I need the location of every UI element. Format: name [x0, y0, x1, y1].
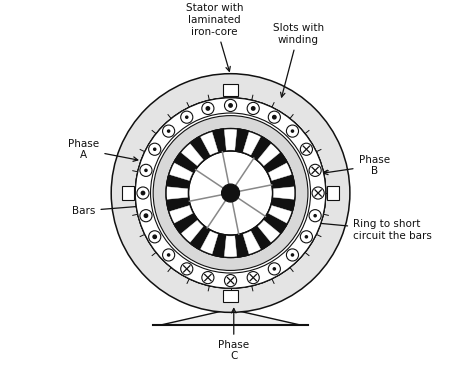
Circle shape — [225, 274, 237, 287]
Circle shape — [136, 98, 326, 288]
Circle shape — [314, 214, 316, 217]
Wedge shape — [258, 143, 281, 166]
Polygon shape — [160, 309, 301, 325]
Circle shape — [305, 236, 308, 238]
Polygon shape — [223, 290, 237, 302]
Wedge shape — [169, 206, 192, 223]
Circle shape — [136, 98, 326, 288]
Circle shape — [181, 263, 193, 275]
Wedge shape — [224, 236, 237, 258]
Circle shape — [268, 263, 281, 275]
Wedge shape — [273, 187, 295, 199]
Circle shape — [247, 102, 259, 115]
Circle shape — [301, 143, 312, 155]
Wedge shape — [269, 206, 292, 223]
Polygon shape — [122, 186, 134, 200]
Circle shape — [268, 111, 281, 123]
Circle shape — [202, 102, 214, 115]
Text: Phase
B: Phase B — [323, 155, 390, 176]
Wedge shape — [243, 131, 261, 155]
Circle shape — [286, 249, 299, 261]
Wedge shape — [224, 128, 237, 150]
Circle shape — [301, 231, 312, 243]
Circle shape — [286, 125, 299, 137]
Circle shape — [186, 116, 188, 118]
Circle shape — [312, 187, 324, 199]
Circle shape — [229, 104, 232, 107]
Circle shape — [273, 268, 275, 270]
Wedge shape — [181, 143, 203, 166]
Circle shape — [221, 184, 239, 202]
Circle shape — [166, 128, 295, 258]
Polygon shape — [223, 84, 237, 96]
Circle shape — [189, 151, 273, 235]
Circle shape — [206, 107, 210, 110]
Circle shape — [247, 272, 259, 284]
Wedge shape — [258, 220, 281, 243]
Wedge shape — [269, 163, 292, 180]
Text: Phase
A: Phase A — [68, 139, 138, 161]
Circle shape — [181, 111, 193, 123]
Circle shape — [167, 254, 170, 256]
Text: Ring to short
circuit the bars: Ring to short circuit the bars — [310, 219, 432, 241]
Circle shape — [140, 210, 152, 222]
Circle shape — [309, 210, 321, 222]
Text: Phase
C: Phase C — [218, 309, 249, 361]
Circle shape — [292, 254, 293, 256]
Circle shape — [144, 214, 148, 217]
Text: Stator with
laminated
iron-core: Stator with laminated iron-core — [186, 3, 243, 71]
Wedge shape — [169, 163, 192, 180]
Circle shape — [163, 125, 175, 137]
Circle shape — [167, 130, 170, 132]
Circle shape — [149, 231, 161, 243]
Wedge shape — [181, 220, 203, 243]
Circle shape — [202, 272, 214, 284]
Polygon shape — [328, 186, 339, 200]
Circle shape — [225, 100, 237, 112]
Circle shape — [149, 143, 161, 155]
Circle shape — [137, 187, 149, 199]
Circle shape — [309, 164, 321, 176]
Circle shape — [145, 169, 147, 171]
Circle shape — [273, 116, 276, 119]
Wedge shape — [166, 187, 188, 199]
Circle shape — [154, 148, 156, 150]
Wedge shape — [200, 231, 218, 255]
Text: Bars: Bars — [72, 203, 160, 216]
Circle shape — [292, 130, 293, 132]
Circle shape — [163, 249, 175, 261]
Circle shape — [252, 107, 255, 110]
Wedge shape — [200, 131, 218, 155]
Circle shape — [141, 191, 145, 195]
Circle shape — [140, 164, 152, 176]
Circle shape — [153, 235, 156, 239]
Wedge shape — [243, 231, 261, 255]
Text: Slots with
winding: Slots with winding — [273, 23, 324, 97]
